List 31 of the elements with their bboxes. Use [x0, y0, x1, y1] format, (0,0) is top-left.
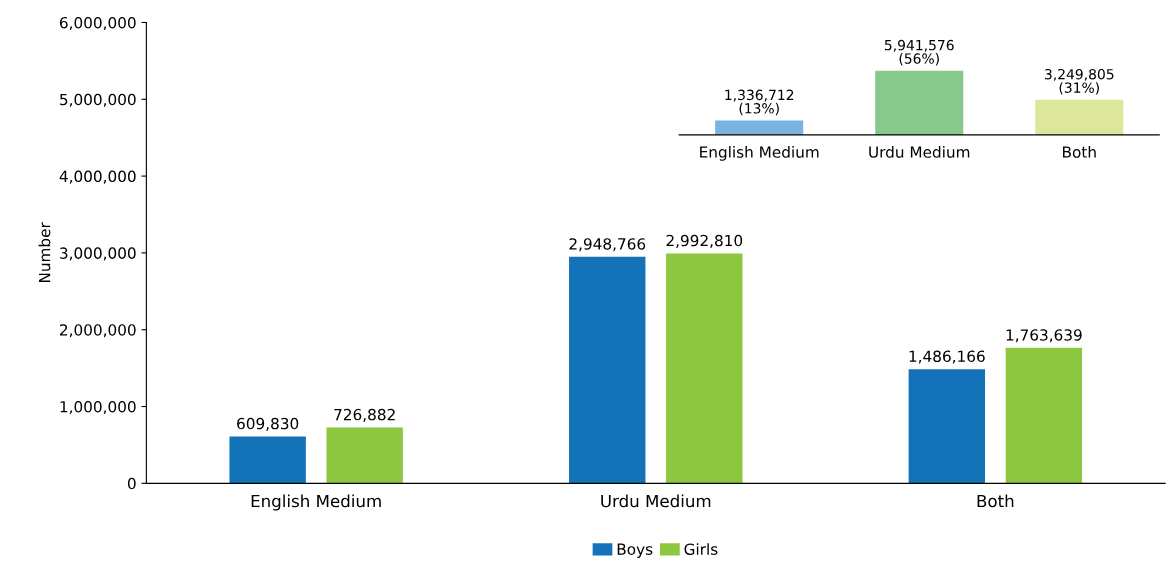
y-tick-label: 2,000,000 — [60, 324, 136, 338]
y-tick-label: 3,000,000 — [60, 247, 136, 261]
y-tick-label: 0 — [127, 477, 136, 490]
bar — [666, 253, 743, 484]
y-axis-title: Number — [38, 222, 51, 283]
x-tick-label: Urdu Medium — [869, 145, 970, 158]
bar — [1005, 347, 1083, 484]
bar — [229, 436, 306, 484]
x-tick-label: Both — [977, 494, 1014, 508]
x-tick-label: Urdu Medium — [601, 494, 711, 508]
data-label: 1,486,166 — [909, 350, 985, 364]
x-tick-label: English Medium — [700, 145, 819, 161]
data-label: 609,830 — [237, 417, 299, 431]
data-label: 2,992,810 — [666, 234, 743, 248]
data-label: 5,941,576 (56%) — [884, 39, 954, 66]
legend-label: Girls — [684, 543, 718, 555]
y-tick-label: 5,000,000 — [60, 93, 136, 107]
data-label: 2,948,766 — [569, 238, 646, 252]
x-tick-label: English Medium — [251, 494, 381, 511]
bar — [326, 427, 403, 484]
y-tick-label: 6,000,000 — [59, 16, 136, 31]
x-tick-label: Both — [1063, 145, 1096, 158]
y-tick-label: 1,000,000 — [60, 400, 136, 415]
bar — [569, 256, 646, 484]
data-label: 726,882 — [334, 408, 395, 422]
data-label: 1,763,639 — [1006, 329, 1082, 343]
y-tick-label: 4,000,000 — [59, 170, 136, 184]
bar — [908, 369, 986, 484]
data-label: 1,336,712 (13%) — [725, 89, 794, 116]
data-label: 3,249,805 (31%) — [1044, 68, 1114, 95]
legend-label: Boys — [617, 543, 653, 558]
